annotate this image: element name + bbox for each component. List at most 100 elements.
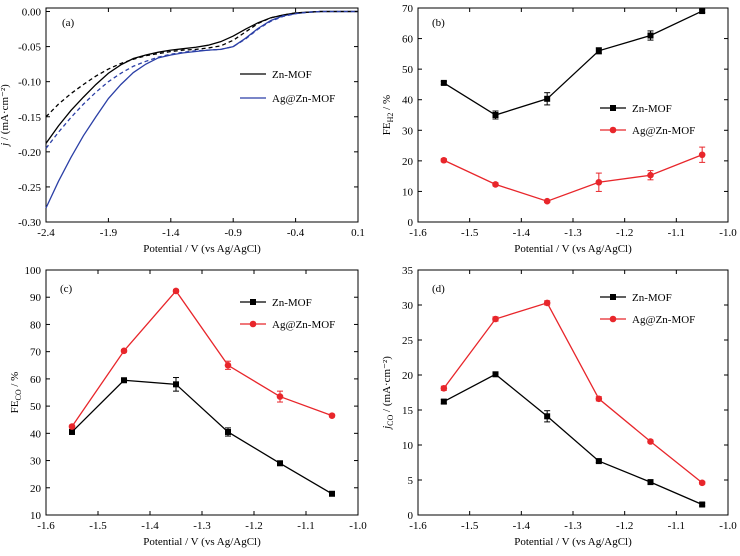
data-point (595, 47, 602, 54)
x-tick-label: -1.2 (616, 520, 633, 532)
y-tick-label: -0.25 (18, 182, 41, 194)
y-tick-label: 30 (402, 300, 414, 312)
y-tick-label: 40 (30, 428, 42, 440)
data-point (68, 423, 76, 430)
x-tick-label: -1.4 (513, 520, 531, 532)
y-tick-label: 80 (30, 319, 42, 331)
chart-panel-d: -1.6 -1.5 -1.4 -1.3 -1.2 -1.1 -1.0 0 5 10 15 20 25 30… (381, 265, 737, 548)
data-point (647, 171, 654, 179)
data-point (69, 428, 75, 435)
data-point (647, 438, 654, 445)
chart-panel-b: -1.6 -1.5 -1.4 -1.3 -1.2 -1.1 -1.0 0 10 20 30 40 50 6… (381, 3, 737, 255)
y-axis-title: FECO / % (9, 372, 23, 414)
x-tick-label: -1.1 (297, 520, 314, 532)
data-point (698, 151, 706, 159)
x-tick-label: -1.2 (245, 520, 262, 532)
y-tick-label: -0.30 (18, 217, 41, 229)
legend-label: Zn-MOF (632, 292, 672, 304)
legend-label: Zn-MOF (272, 69, 312, 81)
panel-label: (c) (60, 283, 73, 295)
y-tick-label: 40 (402, 95, 414, 107)
data-point (224, 361, 232, 369)
y-tick-label: 70 (402, 3, 414, 15)
data-point (699, 8, 706, 15)
data-point (492, 112, 499, 118)
data-point (544, 95, 551, 102)
legend-label: Ag@Zn-MOF (632, 125, 695, 137)
y-tick-label: 25 (402, 335, 414, 347)
y-tick-label: 60 (402, 34, 414, 46)
x-tick-label: -1.4 (513, 227, 531, 239)
series-line-0 (443, 373, 703, 506)
x-axis-title: Potential / V (vs Ag/AgCl) (514, 536, 632, 548)
data-point (172, 287, 180, 295)
x-tick-label: -1.2 (616, 227, 633, 239)
y-tick-label: 10 (30, 510, 42, 522)
x-tick-label: -1.5 (461, 227, 479, 239)
y-tick-label: 0.00 (22, 7, 42, 19)
y-tick-label: 0 (408, 217, 414, 229)
x-tick-label: -1.0 (719, 520, 737, 532)
x-tick-label: -1.4 (162, 227, 180, 239)
legend-marker (249, 320, 257, 328)
x-tick-label: -1.1 (668, 520, 685, 532)
y-tick-label: 35 (402, 265, 414, 277)
y-tick-label: 10 (402, 186, 414, 198)
y-tick-label: 70 (30, 347, 42, 359)
y-tick-label: 20 (30, 483, 42, 495)
data-point (595, 395, 603, 403)
x-tick-label: -1.3 (193, 520, 211, 532)
data-point (121, 377, 127, 384)
x-tick-label: -1.6 (37, 520, 55, 532)
data-point (595, 178, 603, 186)
x-tick-label: -1.3 (564, 227, 582, 239)
series-line-1 (443, 302, 703, 484)
series-line-1 (71, 289, 333, 427)
series-line-1 (443, 154, 703, 202)
data-point (120, 347, 128, 355)
y-tick-label: 100 (25, 265, 42, 277)
legend-marker (610, 294, 616, 300)
series-line-1 (45, 10, 358, 209)
series-line-2 (45, 10, 358, 118)
data-point (647, 479, 654, 486)
x-tick-label: -1.5 (461, 520, 479, 532)
legend-label: Zn-MOF (632, 103, 672, 115)
x-tick-label: -2.4 (37, 227, 55, 239)
legend-marker (609, 315, 617, 323)
x-axis-title: Potential / V (vs Ag/AgCl) (143, 536, 261, 548)
legend-label: Ag@Zn-MOF (272, 319, 335, 331)
plot-frame (417, 7, 729, 223)
x-tick-label: -1.0 (719, 227, 737, 239)
y-tick-label: 50 (402, 64, 414, 76)
chart-panel-c: -1.6 -1.5 -1.4 -1.3 -1.2 -1.1 -1.0 10 20 30 40 50 60… (9, 265, 367, 548)
data-point (225, 428, 231, 435)
data-point (544, 413, 551, 420)
legend-marker (609, 126, 617, 134)
x-tick-label: -1.3 (564, 520, 582, 532)
y-tick-label: -0.15 (18, 112, 41, 124)
x-tick-label: -1.6 (409, 520, 427, 532)
y-tick-label: -0.10 (18, 77, 41, 89)
series-line-0 (71, 379, 333, 495)
plot-frame (417, 269, 729, 516)
x-tick-label: -1.9 (100, 227, 118, 239)
y-tick-label: 20 (402, 370, 414, 382)
y-tick-label: 15 (402, 405, 414, 417)
y-tick-label: 10 (402, 440, 414, 452)
y-axis-title: j / (mA·cm⁻²) (0, 84, 11, 148)
y-tick-label: 0 (408, 510, 414, 522)
plot-frame (45, 7, 359, 223)
x-tick-label: -0.4 (287, 227, 305, 239)
data-point (440, 156, 448, 164)
y-tick-label: 5 (408, 475, 414, 487)
data-point (276, 393, 284, 400)
legend-label: Zn-MOF (272, 297, 312, 309)
x-tick-label: -1.5 (89, 520, 107, 532)
data-point (440, 398, 447, 405)
data-point (647, 32, 654, 39)
y-tick-label: 30 (30, 456, 42, 468)
y-tick-label: 20 (402, 156, 414, 168)
x-tick-label: -1.4 (141, 520, 159, 532)
